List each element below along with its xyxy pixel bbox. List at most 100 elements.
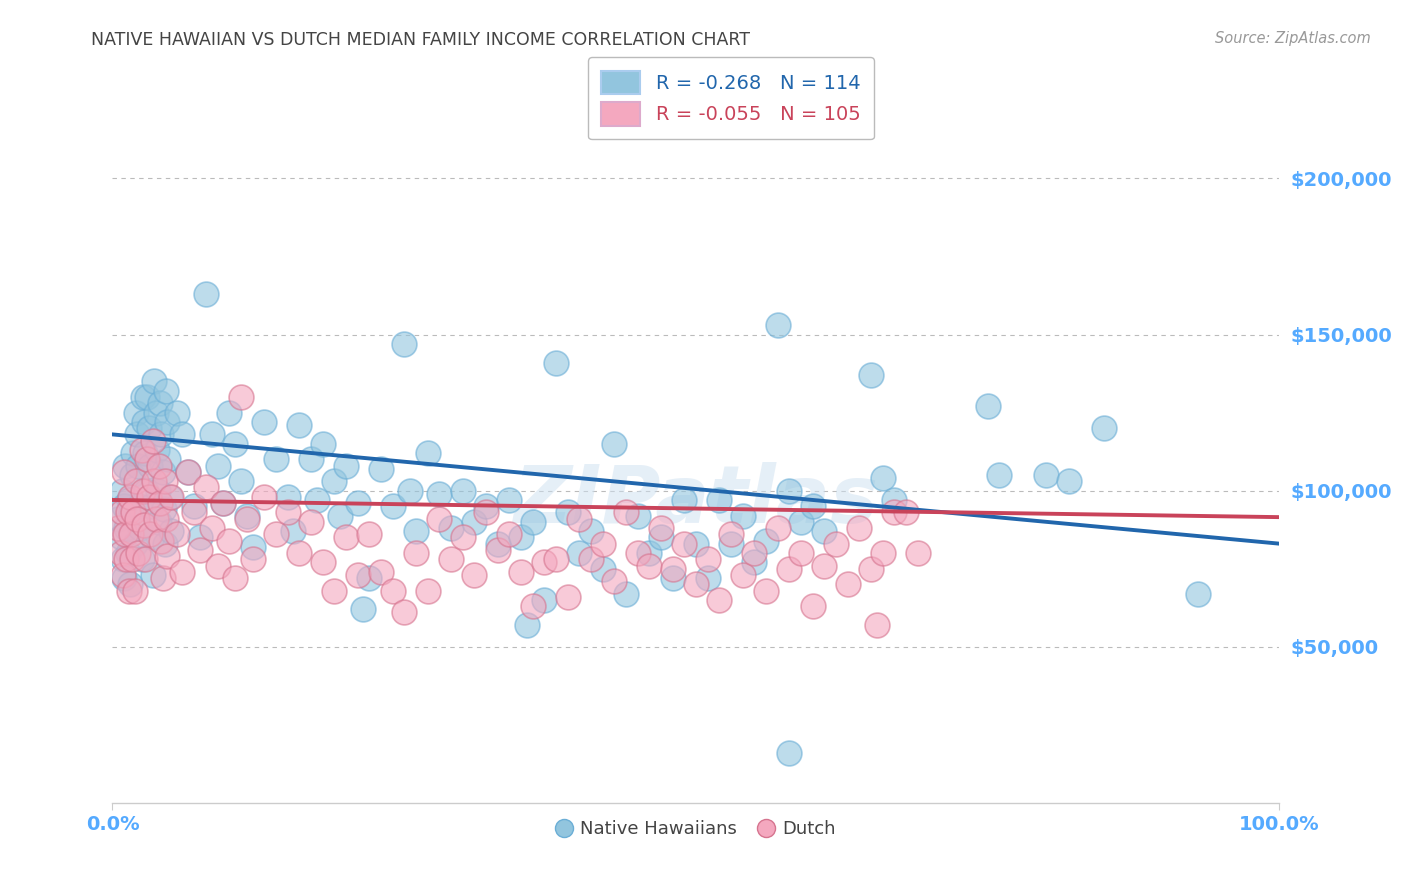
Point [218, 533, 240, 548]
Point [112, 571, 135, 585]
Point [638, 558, 661, 573]
Point [132, 483, 155, 498]
Point [451, 483, 474, 498]
Point [544, 355, 567, 369]
Point [288, 546, 311, 560]
Point [118, 577, 141, 591]
Point [486, 542, 509, 557]
Point [125, 511, 148, 525]
Point [127, 458, 149, 473]
Point [139, 500, 162, 514]
Point [440, 552, 463, 566]
Point [153, 475, 176, 489]
Point [229, 475, 252, 489]
Point [592, 536, 614, 550]
Point [115, 521, 138, 535]
Point [305, 492, 328, 507]
Point [866, 617, 889, 632]
Point [253, 415, 276, 429]
Point [579, 524, 602, 538]
Point [146, 443, 169, 457]
Point [115, 552, 138, 566]
Point [188, 542, 211, 557]
Point [207, 458, 229, 473]
Point [883, 505, 905, 519]
Point [224, 436, 246, 450]
Text: ZIPatlas: ZIPatlas [513, 461, 879, 540]
Point [148, 458, 170, 473]
Point [405, 524, 427, 538]
Point [125, 427, 148, 442]
Point [755, 583, 778, 598]
Point [394, 605, 416, 619]
Point [166, 527, 188, 541]
Point [650, 530, 672, 544]
Point [149, 496, 172, 510]
Point [416, 583, 439, 598]
Point [117, 505, 139, 519]
Point [132, 390, 155, 404]
Point [801, 500, 824, 514]
Point [155, 511, 177, 525]
Point [872, 546, 894, 560]
Point [755, 533, 778, 548]
Point [148, 515, 170, 529]
Point [463, 515, 485, 529]
Point [125, 405, 148, 420]
Point [976, 400, 998, 414]
Point [283, 524, 305, 538]
Point [111, 483, 134, 498]
Point [172, 565, 194, 579]
Point [152, 571, 174, 585]
Point [778, 746, 800, 760]
Point [135, 483, 157, 498]
Point [427, 511, 450, 525]
Point [370, 462, 392, 476]
Point [143, 375, 166, 389]
Point [848, 521, 870, 535]
Point [276, 505, 298, 519]
Point [614, 587, 637, 601]
Point [142, 434, 165, 448]
Point [790, 546, 813, 560]
Point [112, 465, 135, 479]
Point [121, 552, 143, 566]
Point [673, 492, 696, 507]
Point [427, 487, 450, 501]
Point [139, 527, 162, 541]
Point [134, 552, 156, 566]
Point [557, 590, 579, 604]
Point [533, 592, 555, 607]
Point [253, 490, 276, 504]
Point [1035, 467, 1057, 482]
Point [883, 492, 905, 507]
Point [201, 427, 224, 442]
Point [346, 496, 368, 510]
Point [451, 530, 474, 544]
Point [117, 546, 139, 560]
Point [1059, 475, 1081, 489]
Point [114, 458, 136, 473]
Point [603, 436, 626, 450]
Point [143, 475, 166, 489]
Point [988, 467, 1011, 482]
Point [288, 417, 311, 433]
Point [128, 500, 150, 514]
Point [299, 515, 322, 529]
Point [661, 571, 683, 585]
Point [825, 536, 848, 550]
Point [235, 508, 257, 523]
Point [329, 508, 352, 523]
Point [207, 558, 229, 573]
Point [242, 540, 264, 554]
Point [153, 502, 176, 516]
Point [118, 583, 141, 598]
Point [138, 421, 160, 435]
Point [131, 443, 153, 457]
Point [533, 555, 555, 570]
Point [132, 415, 155, 429]
Point [122, 505, 145, 519]
Point [235, 511, 257, 525]
Point [124, 583, 146, 598]
Point [568, 546, 591, 560]
